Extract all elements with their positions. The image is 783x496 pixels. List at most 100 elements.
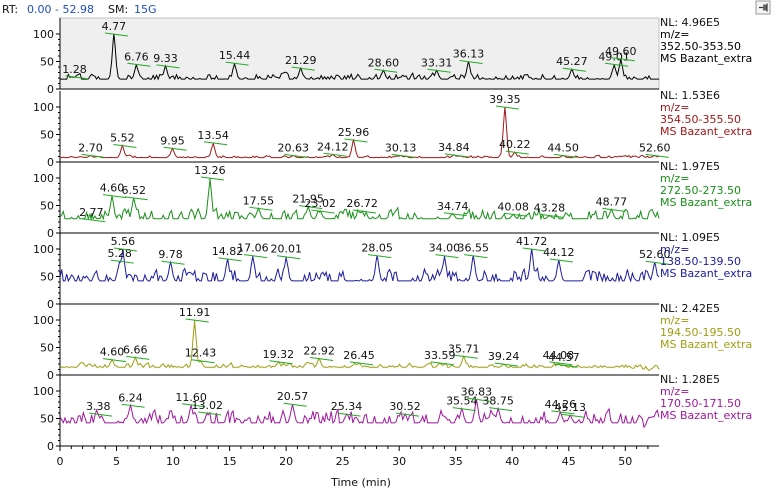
- panel-mz-label: m/z=: [660, 101, 689, 114]
- panel-mz-label: m/z=: [660, 385, 689, 398]
- y-tick-label: 50: [40, 413, 54, 426]
- peak-label: 19.32: [263, 348, 295, 361]
- x-tick-label: 10: [166, 455, 180, 468]
- panel-mz: 138.50-139.50: [660, 255, 741, 268]
- peak-label: 25.34: [331, 400, 363, 413]
- peak-label: 43.28: [534, 201, 566, 214]
- peak-label: 6.52: [121, 184, 146, 197]
- trace-line: [60, 106, 660, 159]
- peak-marker: [494, 362, 518, 367]
- peak-marker: [200, 176, 224, 181]
- peak-label: 30.13: [385, 141, 417, 154]
- peak-label: 2.70: [78, 141, 103, 154]
- peak-label: 44.12: [543, 246, 575, 259]
- peak-marker: [102, 194, 127, 199]
- x-tick-label: 40: [505, 455, 519, 468]
- peak-label: 23.02: [305, 197, 337, 210]
- peak-label: 38.75: [482, 395, 514, 408]
- peak-label: 4.60: [100, 346, 125, 359]
- panel-mz: 194.50-195.50: [660, 326, 741, 339]
- panel-nl: NL: 1.09E5: [660, 231, 720, 244]
- peak-label: 39.24: [488, 350, 520, 363]
- peak-label: 44.26: [545, 398, 577, 411]
- peak-marker: [505, 150, 529, 155]
- peak-marker: [602, 207, 626, 212]
- peak-label: 35.54: [446, 395, 478, 408]
- x-tick-label: 15: [223, 455, 237, 468]
- peak-marker: [126, 355, 150, 360]
- peak-label: 45.27: [556, 55, 588, 68]
- peak-label: 13.02: [191, 399, 223, 412]
- peak-label: 13.26: [194, 164, 226, 177]
- peak-label: 13.54: [197, 129, 229, 142]
- peak-label: 35.71: [448, 342, 480, 355]
- peak-marker: [444, 153, 468, 158]
- peak-label: 34.74: [437, 200, 469, 213]
- peak-label: 24.12: [317, 140, 349, 153]
- peak-marker: [349, 361, 374, 366]
- panel-nl: NL: 1.97E5: [660, 160, 720, 173]
- peak-label: 20.01: [270, 243, 302, 256]
- peak-marker: [561, 413, 585, 418]
- panel-highlight: [59, 17, 660, 90]
- peak-marker: [562, 67, 586, 72]
- peak-label: 44.08: [543, 349, 575, 362]
- peak-label: 45.13: [554, 401, 586, 414]
- peak-marker: [182, 403, 206, 408]
- y-tick-label: 50: [40, 271, 54, 284]
- peak-marker: [161, 260, 185, 265]
- peak-label: 11.91: [179, 306, 211, 319]
- peak-label: 44.57: [548, 351, 580, 364]
- peak-label: 34.84: [438, 141, 470, 154]
- peak-marker: [464, 254, 488, 259]
- peak-label: 21.95: [292, 193, 324, 206]
- x-tick-label: 25: [336, 455, 350, 468]
- peak-marker: [121, 403, 145, 408]
- peak-label: 49.60: [605, 45, 637, 58]
- peak-label: 5.56: [111, 235, 136, 248]
- peak-label: 48.77: [596, 195, 628, 208]
- peak-marker: [81, 153, 105, 158]
- x-tick-label: 35: [449, 455, 463, 468]
- peak-label: 20.63: [277, 141, 309, 154]
- peak-marker: [337, 412, 361, 417]
- peak-marker: [156, 64, 180, 69]
- peak-marker: [430, 361, 454, 366]
- peak-marker: [368, 254, 392, 259]
- peak-label: 26.72: [346, 197, 378, 210]
- y-tick-label: 0: [47, 440, 54, 453]
- y-tick-label: 50: [40, 200, 54, 213]
- trace-panels: 0 50 100 1.28 4.77 6.76 9.33 15.44 21.29 28.60 33.…: [33, 16, 752, 453]
- trace-panel-1: 0 50 100 1.28 4.77 6.76 9.33 15.44 21.29 28.60 33.…: [33, 16, 752, 96]
- peak-marker: [344, 138, 368, 143]
- peak-marker: [82, 218, 106, 223]
- peak-label: 52.60: [639, 141, 671, 154]
- y-tick-label: 50: [40, 342, 54, 355]
- x-tick-label: 20: [279, 455, 293, 468]
- x-tick-label: 45: [562, 455, 576, 468]
- peak-label: 36.55: [457, 242, 489, 255]
- peak-marker: [124, 196, 148, 201]
- peak-marker: [459, 60, 483, 64]
- peak-marker: [110, 259, 134, 264]
- peak-label: 1.28: [62, 63, 87, 76]
- sm-label: SM:: [108, 3, 128, 16]
- panel-mz: 352.50-353.50: [660, 40, 741, 53]
- peak-marker: [269, 360, 293, 365]
- peak-label: 6.66: [123, 343, 148, 356]
- peak-marker: [284, 153, 308, 158]
- trace-line: [59, 399, 660, 429]
- peak-marker: [127, 62, 151, 67]
- peak-label: 9.78: [158, 248, 183, 261]
- peak-label: 6.24: [118, 391, 143, 404]
- pin-icon[interactable]: [755, 0, 771, 15]
- peak-marker: [549, 258, 573, 263]
- peak-label: 12.43: [185, 347, 217, 360]
- panel-scan: MS Bazant_extra: [660, 52, 752, 65]
- peak-label: 4.77: [102, 20, 127, 33]
- y-tick-label: 0: [47, 156, 54, 169]
- peak-marker: [435, 254, 459, 259]
